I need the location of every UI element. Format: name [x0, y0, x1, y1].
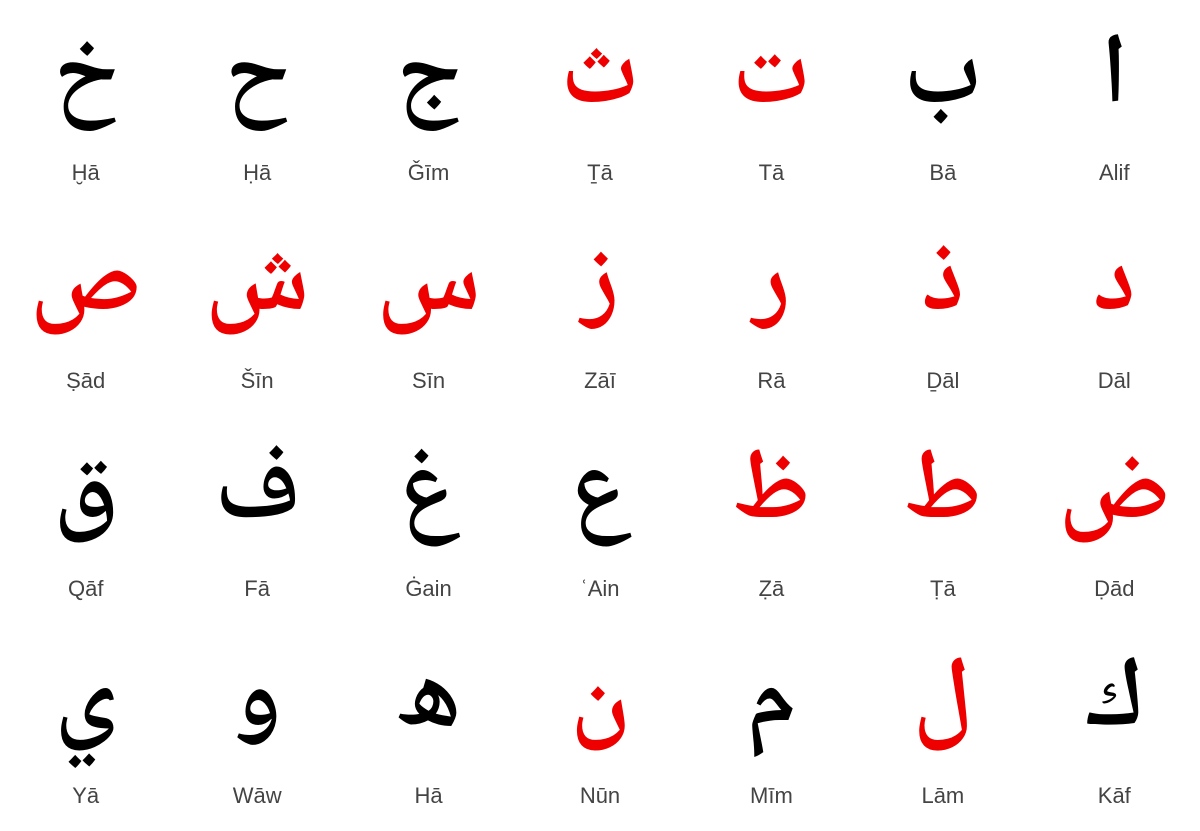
letter-label: Qāf	[68, 576, 103, 602]
letter-label: Fā	[244, 576, 270, 602]
letter-cell: ل Lām	[857, 623, 1028, 831]
letter-cell: ا Alif	[1029, 0, 1200, 208]
letter-cell: ط Ṭā	[857, 416, 1028, 624]
letter-cell: خ Ḫā	[0, 0, 171, 208]
letter-label: Nūn	[580, 783, 620, 809]
letter-glyph: ل	[913, 629, 974, 779]
letter-label: Alif	[1099, 160, 1130, 186]
letter-label: Ẓā	[759, 576, 785, 602]
letter-glyph: ت	[732, 6, 812, 156]
letter-glyph: ر	[752, 214, 790, 364]
letter-glyph: ث	[560, 6, 640, 156]
letter-label: Lām	[921, 783, 964, 809]
letter-glyph: ش	[205, 214, 310, 364]
letter-glyph: ك	[1084, 629, 1144, 779]
letter-cell: ه Hā	[343, 623, 514, 831]
letter-cell: ث Ṯā	[514, 0, 685, 208]
letter-cell: ص Ṣād	[0, 208, 171, 416]
letter-cell: ن Nūn	[514, 623, 685, 831]
letter-glyph: ي	[54, 629, 117, 779]
letter-cell: و Wāw	[171, 623, 342, 831]
letter-label: Bā	[929, 160, 956, 186]
letter-label: Ḥā	[243, 160, 271, 186]
letter-glyph: ح	[225, 6, 290, 156]
letter-glyph: ف	[215, 422, 300, 572]
letter-cell: د Dāl	[1029, 208, 1200, 416]
letter-cell: م Mīm	[686, 623, 857, 831]
letter-cell: ق Qāf	[0, 416, 171, 624]
letter-label: Ḫā	[72, 160, 100, 186]
letter-label: ʿAin	[580, 576, 619, 602]
letter-glyph: ض	[1058, 422, 1170, 572]
letter-glyph: ط	[904, 422, 982, 572]
letter-cell: ت Tā	[686, 0, 857, 208]
letter-glyph: ع	[570, 422, 630, 572]
letter-glyph: ج	[396, 6, 461, 156]
letter-cell: ج Ǧīm	[343, 0, 514, 208]
letter-label: Hā	[415, 783, 443, 809]
letter-glyph: ز	[581, 214, 619, 364]
letter-glyph: ه	[396, 629, 462, 779]
letter-label: Ṣād	[66, 368, 105, 394]
letter-cell: ف Fā	[171, 416, 342, 624]
letter-glyph: ص	[30, 214, 142, 364]
letter-label: Rā	[757, 368, 785, 394]
letter-cell: ش Šīn	[171, 208, 342, 416]
letter-glyph: غ	[398, 422, 458, 572]
letter-label: Yā	[72, 783, 99, 809]
letter-label: Mīm	[750, 783, 793, 809]
letter-label: Wāw	[233, 783, 282, 809]
letter-glyph: ذ	[921, 214, 964, 364]
letter-cell: ع ʿAin	[514, 416, 685, 624]
letter-label: Sīn	[412, 368, 445, 394]
letter-cell: ك Kāf	[1029, 623, 1200, 831]
letter-glyph: ق	[53, 422, 118, 572]
letter-label: Tā	[759, 160, 785, 186]
letter-glyph: د	[1093, 214, 1136, 364]
letter-cell: غ Ġain	[343, 416, 514, 624]
alphabet-grid: خ Ḫā ح Ḥā ج Ǧīm ث Ṯā ت Tā ب Bā ا Alif ص …	[0, 0, 1200, 831]
letter-cell: ر Rā	[686, 208, 857, 416]
letter-label: Zāī	[584, 368, 616, 394]
letter-glyph: و	[233, 629, 282, 779]
letter-label: Dāl	[1098, 368, 1131, 394]
letter-cell: س Sīn	[343, 208, 514, 416]
letter-glyph: م	[747, 629, 797, 779]
letter-label: Ġain	[405, 576, 451, 602]
letter-glyph: ن	[570, 629, 630, 779]
letter-cell: ز Zāī	[514, 208, 685, 416]
letter-glyph: خ	[53, 6, 118, 156]
letter-label: Ḍād	[1094, 576, 1134, 602]
letter-cell: ظ Ẓā	[686, 416, 857, 624]
letter-glyph: ظ	[732, 422, 810, 572]
letter-label: Šīn	[241, 368, 274, 394]
letter-label: Kāf	[1098, 783, 1131, 809]
letter-label: Ḏāl	[926, 368, 959, 394]
letter-glyph: س	[376, 214, 481, 364]
letter-label: Ṭā	[930, 576, 956, 602]
letter-glyph: ا	[1101, 6, 1128, 156]
letter-label: Ṯā	[587, 160, 613, 186]
letter-cell: ح Ḥā	[171, 0, 342, 208]
letter-cell: ب Bā	[857, 0, 1028, 208]
letter-cell: ي Yā	[0, 623, 171, 831]
letter-label: Ǧīm	[408, 160, 450, 186]
letter-glyph: ب	[903, 6, 983, 156]
letter-cell: ض Ḍād	[1029, 416, 1200, 624]
letter-cell: ذ Ḏāl	[857, 208, 1028, 416]
